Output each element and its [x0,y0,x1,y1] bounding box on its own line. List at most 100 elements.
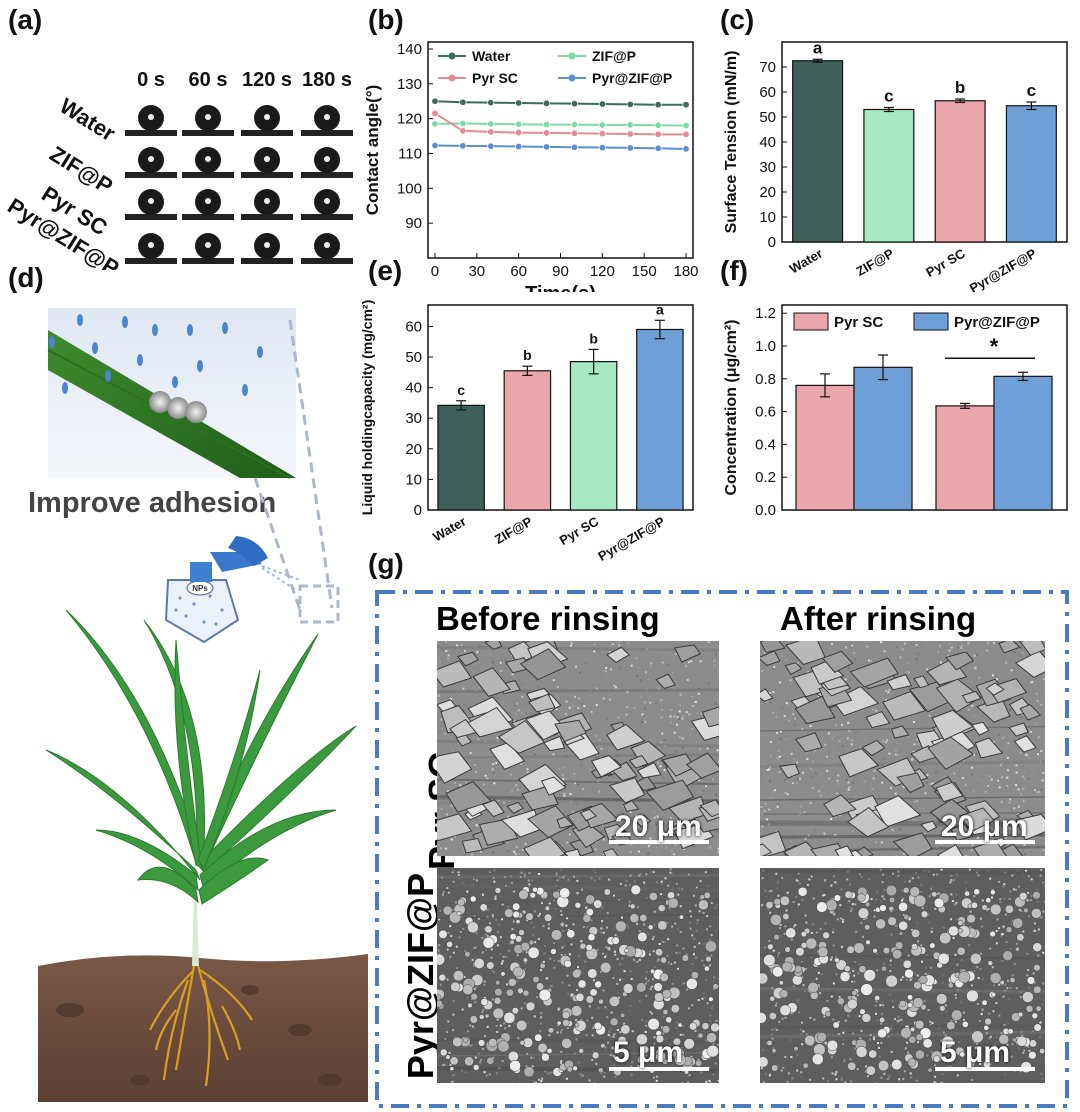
col-label-after: After rinsing [780,600,977,637]
bar-pyrsc [934,100,986,243]
bar-pyrzifp [636,328,684,511]
droplet-substrate [125,130,177,136]
x-tick-label: 180 [674,263,699,280]
category-label: ZIF@P [492,513,535,547]
data-point [487,99,495,107]
y-tick-label: 0.2 [755,469,776,486]
panel-e-letter: (e) [368,255,403,286]
bar-pyrzifp [993,375,1053,511]
plot-frame [781,304,1068,511]
legend-swatch [913,312,949,331]
bar-pyrsc [795,384,855,511]
significance-letter: a [656,301,664,317]
y-tick-label: 50 [759,109,776,126]
bar-pyrzifp [853,366,913,511]
droplet-substrate [301,172,353,178]
y-tick-label: 130 [397,76,422,93]
data-point [682,101,690,109]
sem-image-pyrsc-after [760,641,1045,856]
y-tick-label: 110 [398,145,422,162]
legend-label: Water [472,48,511,64]
category-label: ZIF@P [854,245,897,279]
data-point [570,100,578,108]
panel-d-letter: (d) [8,262,44,293]
data-point [598,100,606,108]
legend-marker [568,52,576,60]
droplet-highlight [148,242,154,248]
data-point [487,128,495,136]
droplet-highlight [324,198,330,204]
chart-f-concentration: 0.0 0.2 0.4 0.6 0.8 1.0 1.2 * Pyr SC Pyr@ZIF@P Con… [723,304,1068,519]
data-point [598,144,606,152]
droplet-substrate [301,258,353,264]
y-tick-label: 10 [759,209,776,226]
data-point [654,144,662,152]
data-point [682,145,690,153]
improve-adhesion-caption: Improve adhesion [28,487,276,519]
soil [38,954,368,1102]
significance-letter: b [523,347,532,363]
series-line-water [434,100,687,106]
scalebar-label-2: 20 μm [941,810,1028,843]
data-point [654,121,662,129]
droplet-highlight [148,114,154,120]
droplet-substrate [125,172,177,178]
data-point [543,121,551,129]
panel-g-letter: (g) [368,548,404,579]
y-tick-label: 0 [414,502,422,519]
droplet-highlight [148,198,154,204]
droplet-substrate [241,214,293,220]
y-axis-label: Contact angle(°) [363,85,382,216]
droplet-highlight [324,156,330,162]
data-point [431,97,439,105]
droplet-highlight [324,114,330,120]
x-tick-label: 90 [552,263,569,280]
y-tick-label: 0 [768,234,776,251]
x-tick-label: 30 [468,263,485,280]
droplet-highlight [205,156,211,162]
bar-pyrsc [569,361,618,511]
droplet-substrate [125,214,177,220]
y-tick-label: 10 [405,471,422,488]
y-tick-label: 90 [405,215,422,232]
significance-letter: c [884,87,893,106]
scalebar-label-1: 20 μm [615,810,702,843]
y-tick-label: 140 [397,41,422,58]
droplet-highlight [205,114,211,120]
droplet-highlight [264,156,270,162]
x-tick-label: 0 [431,263,439,280]
plot-frame [427,304,694,511]
panel-a-droplets: Water ZIF@P Pyr SC Pyr@ZIF@P 0 s 60 s 12… [3,69,353,270]
data-point [459,142,467,150]
data-point [431,120,439,128]
data-point [515,99,523,107]
y-axis-label: Surface Tension (mN/m) [723,51,740,234]
significance-star: * [990,334,999,359]
category-label: Pyr@ZIF@P [595,513,667,563]
data-point [626,121,634,129]
y-tick-label: 120 [397,111,422,128]
data-point [431,141,439,149]
data-point [654,130,662,138]
panel-b-letter: (b) [368,4,404,35]
sem-image-pyrzif-after [760,868,1045,1083]
bar-zifp [863,108,915,243]
data-point [570,143,578,151]
legend-label: Pyr@ZIF@P [954,314,1040,331]
data-point [515,129,523,137]
legend-marker [448,74,456,82]
droplet-substrate [182,172,234,178]
series-line-zifp [434,122,687,127]
data-point [570,129,578,137]
y-tick-label: 60 [405,318,422,335]
legend-label: Pyr@ZIF@P [592,70,672,86]
data-point [487,120,495,128]
y-tick-label: 40 [405,380,422,397]
droplet-highlight [264,114,270,120]
series-line-pyrsc [434,112,687,136]
data-point [598,121,606,129]
data-point [543,129,551,137]
droplet-highlight [264,242,270,248]
y-tick-label: 30 [405,410,422,427]
y-tick-label: 0.4 [755,436,776,453]
